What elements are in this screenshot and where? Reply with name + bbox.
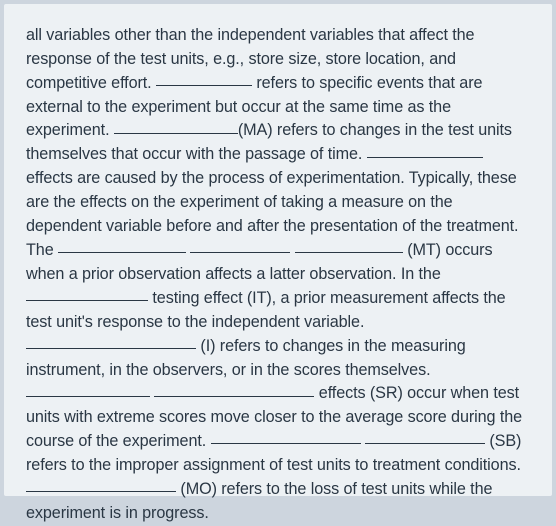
blank-5 [190, 237, 290, 253]
flashcard: all variables other than the independent… [4, 4, 552, 496]
blank-1 [156, 70, 252, 86]
blank-10 [154, 380, 314, 396]
blank-12 [365, 428, 485, 444]
blank-8 [26, 333, 196, 349]
blank-9 [26, 380, 150, 396]
blank-13 [26, 476, 176, 492]
flashcard-text: all variables other than the independent… [26, 24, 530, 526]
blank-11 [211, 428, 361, 444]
blank-2 [114, 117, 238, 133]
blank-4 [58, 237, 186, 253]
blank-7 [26, 285, 148, 301]
blank-6 [295, 237, 403, 253]
blank-3 [367, 141, 483, 157]
